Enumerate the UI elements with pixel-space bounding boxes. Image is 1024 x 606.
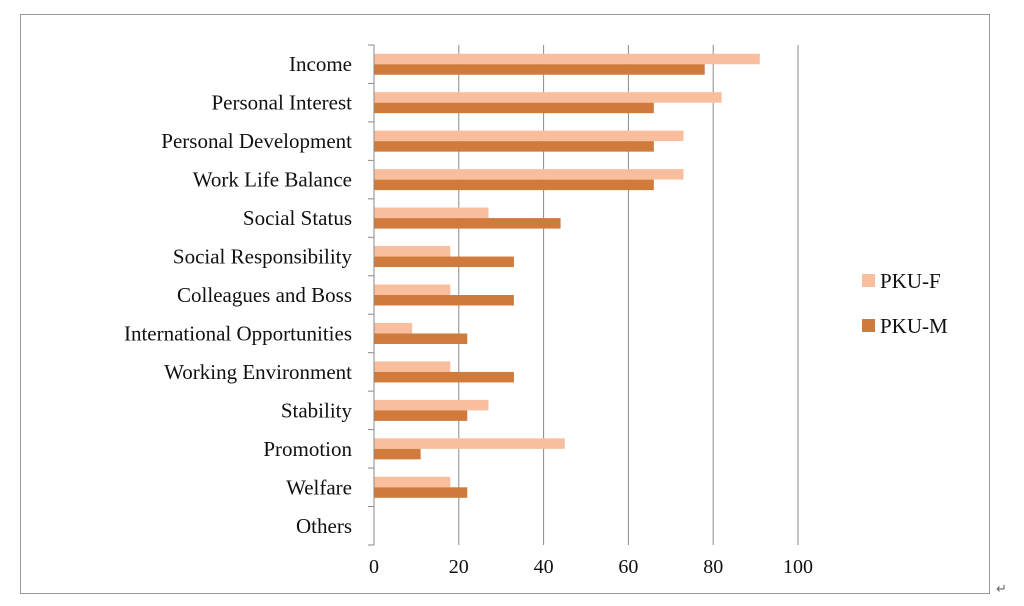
bar-pku-f-personal-development [374,130,684,142]
bar-pku-f-social-responsibility [374,246,451,257]
x-tick-labels: 0 20 40 60 80 100 [369,556,813,578]
bar-pku-m-stability [374,410,468,421]
x-tick-label: 100 [783,556,813,578]
paragraph-return-mark: ↵ [996,582,1007,597]
legend-label-pku-m: PKU-M [880,314,948,338]
legend-swatch-pku-m [862,319,875,332]
bar-chart: Income Personal Interest Personal Developm… [124,44,948,578]
bar-pku-m-social-status [374,218,561,229]
bar-pku-f-international-opportunities [374,322,413,334]
category-label: Personal Development [161,129,352,153]
axes [368,44,375,546]
bar-pku-f-colleagues-and-boss [374,284,451,295]
bars [374,53,760,498]
x-tick-label: 20 [449,556,469,578]
chart-frame: Income Personal Interest Personal Developm… [20,14,990,594]
category-label: Personal Interest [211,91,352,115]
bar-pku-f-welfare [374,476,451,488]
bar-pku-m-promotion [374,448,421,460]
bar-pku-m-working-environment [374,371,514,383]
category-label: Working Environment [164,360,352,384]
bar-pku-m-personal-interest [374,102,654,114]
category-label: Stability [281,398,353,422]
category-label: Social Responsibility [173,245,353,269]
x-tick-label: 60 [618,556,638,578]
category-label: Others [296,514,352,538]
bar-pku-f-income [374,53,760,65]
category-label: Social Status [243,206,352,230]
category-label: Colleagues and Boss [177,283,352,307]
bar-pku-f-working-environment [374,361,451,372]
category-label: Welfare [286,475,352,499]
category-label: Promotion [263,437,352,461]
bar-pku-f-personal-interest [374,92,722,103]
category-label: International Opportunities [124,321,352,345]
category-labels: Income Personal Interest Personal Developm… [124,52,353,538]
bar-pku-m-work-life-balance [374,179,654,191]
category-label: Work Life Balance [193,168,352,192]
bar-pku-f-social-status [374,207,489,219]
bar-pku-f-work-life-balance [374,169,684,180]
bar-pku-m-income [374,64,705,75]
x-tick-label: 0 [369,556,379,578]
x-tick-label: 80 [703,556,723,578]
legend-swatch-pku-f [862,274,875,287]
gridlines [458,45,799,545]
bar-pku-m-welfare [374,487,468,498]
bar-pku-m-personal-development [374,141,654,152]
bar-pku-f-stability [374,399,489,411]
legend-label-pku-f: PKU-F [880,269,941,293]
category-label: Income [289,52,352,76]
bar-pku-f-promotion [374,438,565,449]
bar-pku-m-colleagues-and-boss [374,295,514,306]
bar-pku-m-international-opportunities [374,333,468,344]
bar-pku-m-social-responsibility [374,256,514,268]
legend: PKU-F PKU-M [862,269,948,338]
x-tick-label: 40 [534,556,554,578]
